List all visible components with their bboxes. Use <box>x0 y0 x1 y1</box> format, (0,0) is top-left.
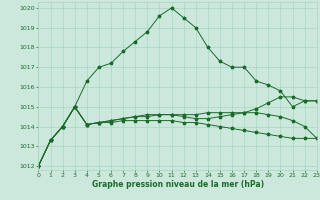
X-axis label: Graphe pression niveau de la mer (hPa): Graphe pression niveau de la mer (hPa) <box>92 180 264 189</box>
